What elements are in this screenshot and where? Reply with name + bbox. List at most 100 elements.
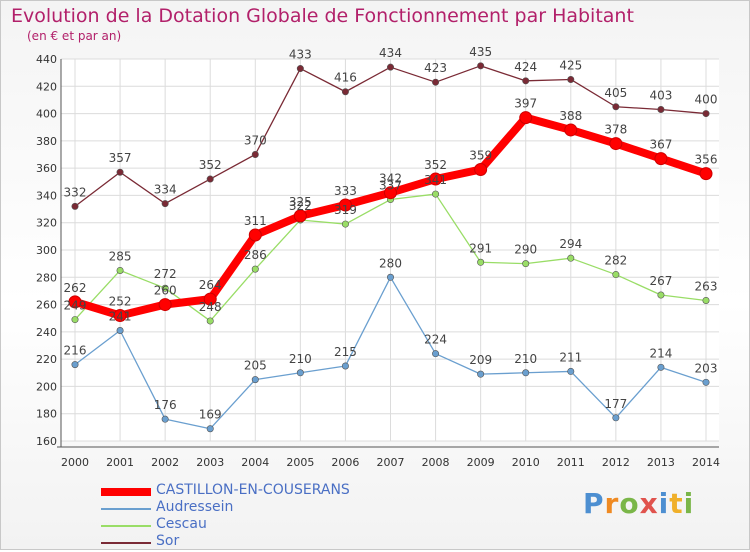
x-tick-label: 2003	[196, 456, 224, 469]
data-point	[657, 363, 665, 371]
data-label: 352	[199, 158, 222, 172]
x-tick-label: 2004	[241, 456, 269, 469]
data-point	[206, 425, 214, 433]
y-tick-label: 420	[36, 80, 57, 93]
data-label: 397	[514, 97, 537, 111]
data-point	[71, 361, 79, 369]
data-label: 290	[514, 243, 537, 257]
data-point	[161, 200, 169, 208]
legend-swatch	[101, 488, 151, 496]
data-label: 370	[244, 134, 267, 148]
chart-title: Evolution de la Dotation Globale de Fonc…	[11, 5, 634, 27]
y-tick-label: 340	[36, 189, 57, 202]
data-point	[116, 326, 124, 334]
y-tick-label: 280	[36, 271, 57, 284]
proxiti-logo: Proxiti	[583, 487, 695, 520]
data-point	[522, 369, 530, 377]
data-label: 332	[64, 185, 87, 199]
data-label: 403	[649, 88, 672, 102]
data-point	[248, 228, 262, 242]
x-tick-label: 2010	[512, 456, 540, 469]
data-point	[296, 65, 304, 73]
data-label: 210	[289, 352, 312, 366]
y-tick-label: 160	[36, 435, 57, 448]
data-label: 264	[199, 278, 222, 292]
y-tick-label: 360	[36, 162, 57, 175]
data-point	[341, 362, 349, 370]
y-tick-label: 200	[36, 380, 57, 393]
y-tick-label: 300	[36, 244, 57, 257]
data-label: 177	[604, 397, 627, 411]
data-label: 215	[334, 345, 357, 359]
data-label: 311	[244, 214, 267, 228]
data-label: 272	[154, 267, 177, 281]
data-point	[609, 137, 623, 151]
data-label: 291	[469, 241, 492, 255]
data-label: 262	[64, 281, 87, 295]
data-point	[477, 258, 485, 266]
data-point	[657, 105, 665, 113]
x-tick-label: 2012	[602, 456, 630, 469]
data-label: 285	[109, 249, 132, 263]
data-point	[71, 316, 79, 324]
y-tick-label: 240	[36, 326, 57, 339]
x-tick-label: 2006	[331, 456, 359, 469]
legend-swatch	[101, 525, 151, 527]
data-label: 263	[695, 279, 718, 293]
data-label: 211	[559, 350, 582, 364]
legend-label: Sor	[156, 533, 180, 549]
data-point	[654, 152, 668, 166]
data-point	[251, 265, 259, 273]
data-label: 282	[604, 254, 627, 268]
data-label: 294	[559, 237, 582, 251]
data-point	[567, 254, 575, 262]
data-label: 433	[289, 48, 312, 62]
data-label: 424	[514, 60, 537, 74]
data-label: 203	[695, 361, 718, 375]
data-label: 205	[244, 359, 267, 373]
x-tick-label: 2011	[557, 456, 585, 469]
data-point	[612, 103, 620, 111]
legend-swatch	[101, 508, 151, 510]
data-label: 319	[334, 203, 357, 217]
data-point	[341, 88, 349, 96]
data-point	[341, 220, 349, 228]
data-label: 367	[649, 138, 672, 152]
y-tick-label: 440	[36, 53, 57, 66]
data-label: 341	[424, 173, 447, 187]
data-point	[474, 163, 488, 177]
data-point	[522, 260, 530, 268]
data-label: 260	[154, 284, 177, 298]
data-label: 286	[244, 248, 267, 262]
data-label: 435	[469, 45, 492, 59]
y-tick-label: 260	[36, 299, 57, 312]
y-tick-label: 320	[36, 217, 57, 230]
data-label: 400	[695, 93, 718, 107]
data-point	[612, 271, 620, 279]
data-label: 434	[379, 46, 402, 60]
legend-label: Cescau	[156, 516, 207, 532]
x-tick-label: 2013	[647, 456, 675, 469]
data-label: 209	[469, 353, 492, 367]
data-label: 359	[469, 149, 492, 163]
data-label: 342	[379, 172, 402, 186]
data-label: 425	[559, 58, 582, 72]
data-point	[702, 110, 710, 118]
x-tick-label: 2014	[692, 456, 720, 469]
data-point	[386, 63, 394, 71]
data-point	[116, 168, 124, 176]
data-point	[71, 202, 79, 210]
data-point	[251, 376, 259, 384]
data-label: 416	[334, 71, 357, 85]
x-tick-label: 2005	[286, 456, 314, 469]
data-point	[293, 209, 307, 223]
data-point	[251, 151, 259, 159]
data-label: 210	[514, 352, 537, 366]
data-label: 388	[559, 109, 582, 123]
data-point	[206, 317, 214, 325]
data-point	[203, 292, 217, 306]
y-tick-label: 220	[36, 353, 57, 366]
data-point	[158, 298, 172, 312]
data-label: 352	[424, 158, 447, 172]
